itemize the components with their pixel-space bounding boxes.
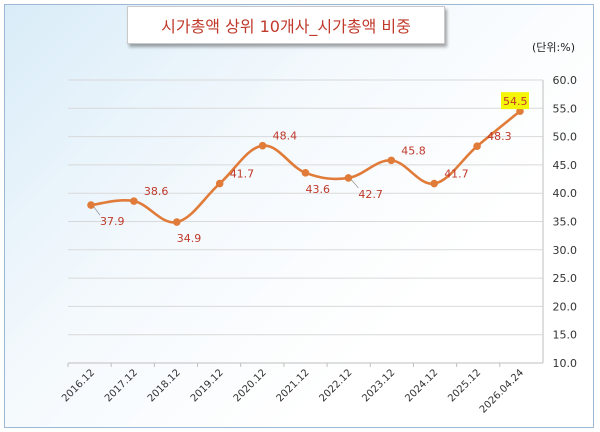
y-tick-label: 55.0 — [553, 102, 578, 115]
label-leader — [93, 206, 101, 216]
y-tick-label: 10.0 — [553, 357, 578, 370]
label-leader — [351, 179, 359, 189]
y-tick-label: 50.0 — [553, 131, 578, 144]
data-point-2021.12 — [301, 169, 310, 177]
data-label-2023.12: 45.8 — [401, 144, 426, 157]
data-label-2016.12: 37.9 — [100, 215, 125, 228]
data-label-2018.12: 34.9 — [177, 232, 202, 245]
highlight-marker — [501, 92, 529, 110]
x-tick-label: 2023.12 — [360, 367, 397, 404]
y-tick-label: 15.0 — [553, 329, 578, 342]
axes: 10.0 15.0 20.0 25.0 30.0 35.0 40.0 45.0 50.0 55.0… — [60, 74, 577, 416]
x-tick-label: 2022.12 — [317, 367, 354, 404]
y-tick-label: 40.0 — [553, 187, 578, 200]
x-tick-label: 2017.12 — [103, 367, 140, 404]
x-tick-label: 2025.12 — [446, 367, 483, 404]
x-tick-label: 2024.12 — [403, 367, 440, 404]
data-label-2025.12: 48.3 — [487, 130, 512, 143]
data-label-2022.12: 42.7 — [358, 188, 383, 201]
data-point-2024.12 — [430, 179, 439, 188]
series-market-cap-share — [87, 107, 524, 226]
data-label-2026.04.24: 54.5 — [503, 95, 528, 108]
x-tick-label: 2016.12 — [60, 367, 97, 404]
y-tick-label: 35.0 — [553, 216, 578, 229]
x-tick-label: 2026.04.24 — [478, 367, 526, 415]
y-tick-label: 30.0 — [553, 244, 578, 257]
chart-frame — [4, 4, 594, 428]
data-label-2024.12: 41.7 — [444, 168, 469, 181]
data-point-2019.12 — [215, 179, 224, 188]
data-point-2018.12 — [173, 218, 181, 226]
x-tick-label: 2018.12 — [146, 367, 183, 404]
chart-title-box: 시가총액 상위 10개사_시가총액 비중 — [127, 6, 445, 44]
gridlines — [68, 79, 543, 336]
y-tick-label: 45.0 — [553, 159, 578, 172]
y-tick-label: 25.0 — [553, 272, 578, 285]
data-labels: 37.9 38.6 34.9 41.7 48.4 43.6 42.7 45.8 41.7 48.3… — [93, 92, 529, 245]
data-point-2025.12 — [473, 142, 481, 151]
data-label-2019.12: 41.7 — [230, 168, 255, 181]
data-point-2020.12 — [258, 141, 267, 150]
y-tick-label: 20.0 — [553, 300, 578, 313]
data-point-2022.12 — [344, 174, 353, 182]
x-tick-label: 2019.12 — [189, 367, 226, 404]
chart-title: 시가총액 상위 10개사_시가총액 비중 — [161, 17, 411, 36]
x-tick-label: 2020.12 — [232, 367, 269, 404]
data-point-2023.12 — [387, 156, 396, 165]
data-point-2016.12 — [87, 201, 95, 209]
data-label-2017.12: 38.6 — [144, 185, 169, 198]
data-point-2017.12 — [130, 197, 138, 205]
unit-label: (단위:%) — [532, 41, 575, 54]
data-label-2020.12: 48.4 — [273, 130, 298, 143]
data-label-2021.12: 43.6 — [306, 183, 331, 196]
y-tick-label: 60.0 — [553, 74, 578, 87]
x-tick-label: 2021.12 — [275, 367, 312, 404]
